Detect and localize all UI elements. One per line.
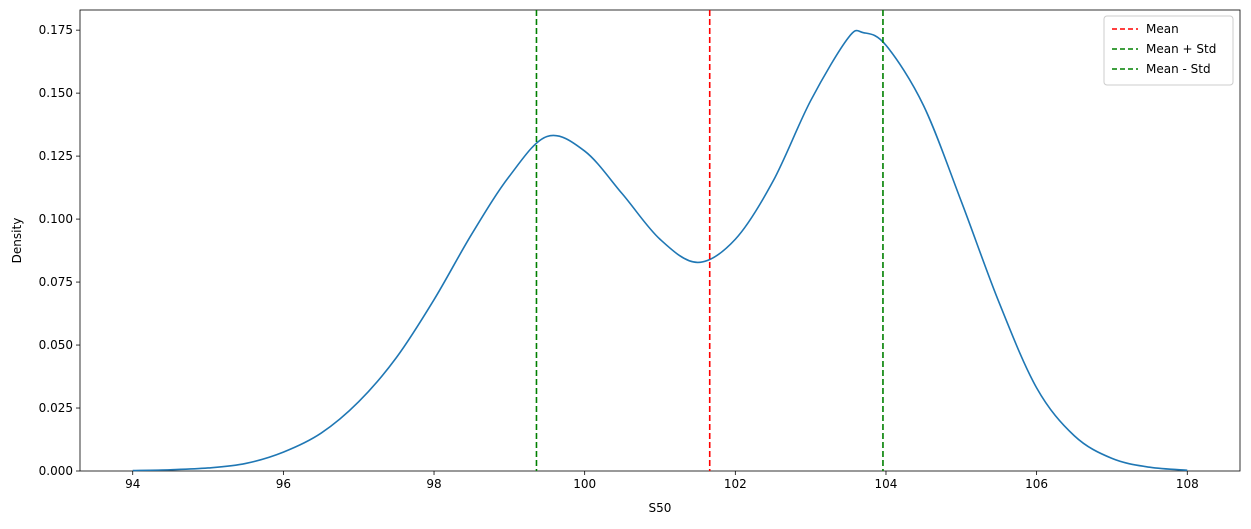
- y-tick-label: 0.050: [39, 338, 73, 352]
- plot-area: [79, 9, 1241, 472]
- legend-label: Mean + Std: [1146, 42, 1216, 56]
- x-tick-label: 94: [125, 477, 140, 491]
- plot-border: [79, 9, 1241, 472]
- y-tick-label: 0.125: [39, 149, 73, 163]
- legend-label: Mean - Std: [1146, 62, 1211, 76]
- x-axis-label: S50: [649, 501, 672, 515]
- reference-lines: [535, 10, 884, 471]
- x-tick-label: 106: [1025, 477, 1048, 491]
- y-tick-label: 0.150: [39, 86, 73, 100]
- curve-layer: [132, 29, 1188, 472]
- y-tick-label: 0.175: [39, 23, 73, 37]
- y-tick-label: 0.075: [39, 275, 73, 289]
- x-axis: 94 96 98 100 102 104 106 108: [125, 471, 1199, 491]
- legend: Mean Mean + Std Mean - Std: [1103, 15, 1234, 86]
- x-tick-label: 98: [426, 477, 441, 491]
- kde-curve-0: [132, 29, 1188, 472]
- y-tick-label: 0.100: [39, 212, 73, 226]
- legend-label: Mean: [1146, 22, 1179, 36]
- y-axis: 0.000 0.025 0.050 0.075 0.100 0.125 0.150 0.175: [39, 23, 80, 478]
- x-tick-label: 102: [724, 477, 747, 491]
- x-tick-label: 96: [276, 477, 291, 491]
- y-tick-label: 0.000: [39, 464, 73, 478]
- x-tick-label: 108: [1176, 477, 1199, 491]
- legend-box: [1103, 15, 1234, 86]
- y-tick-label: 0.025: [39, 401, 73, 415]
- x-tick-label: 100: [573, 477, 596, 491]
- x-tick-label: 104: [875, 477, 898, 491]
- y-axis-label: Density: [10, 218, 24, 264]
